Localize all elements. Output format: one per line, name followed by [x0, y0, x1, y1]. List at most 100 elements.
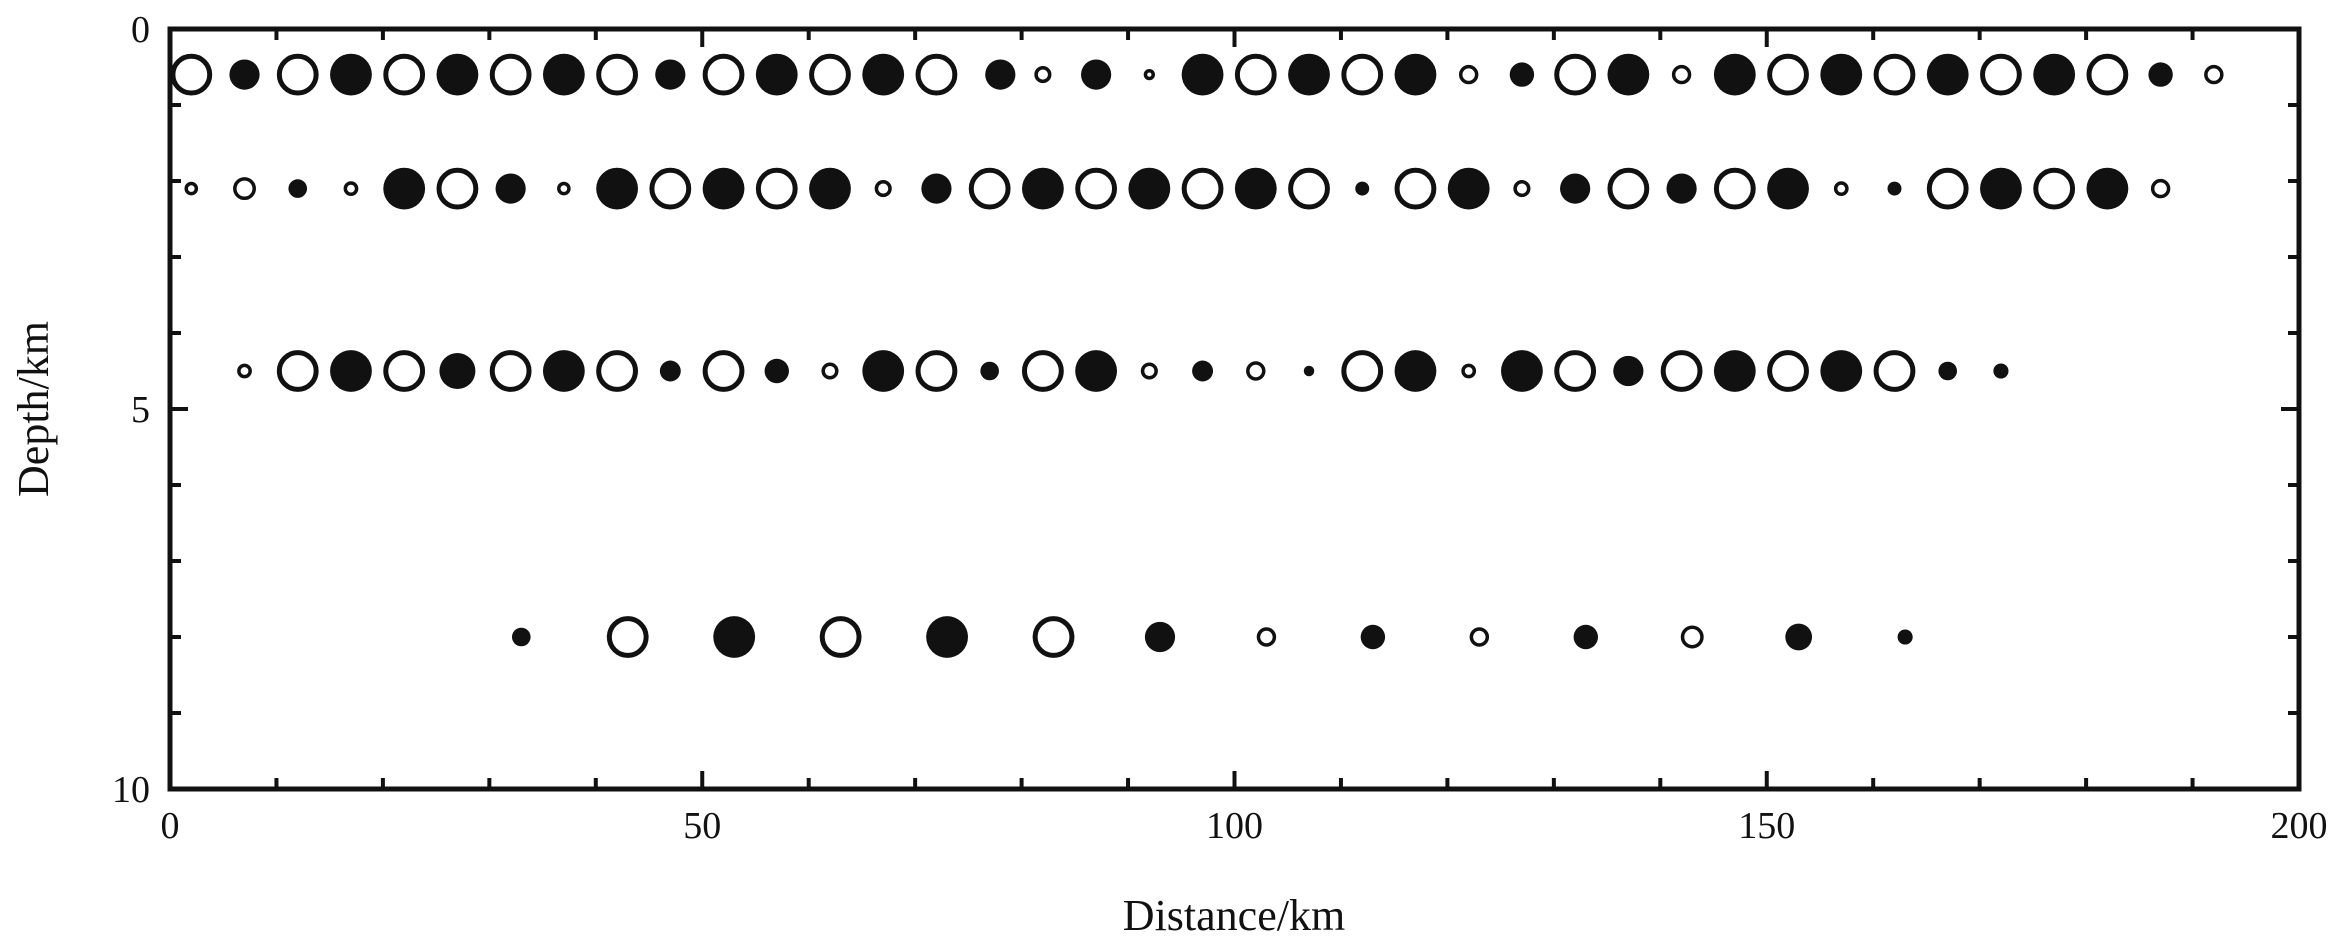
open-circle-point: [1341, 350, 1384, 392]
open-circle-point: [1660, 350, 1703, 392]
filled-circle-point: [980, 361, 999, 381]
filled-circle-point: [1394, 53, 1437, 96]
open-circle-point: [2033, 167, 2076, 210]
open-circle-point: [755, 167, 798, 210]
filled-circle-point: [985, 59, 1016, 90]
filled-circle-point: [2033, 53, 2076, 96]
open-circle-point: [1234, 53, 1277, 96]
filled-circle-point: [436, 53, 479, 96]
filled-circle-point: [1767, 167, 1809, 210]
filled-circle-point: [1573, 624, 1598, 650]
x-tick-label: 150: [1738, 805, 1795, 847]
open-circle-point: [915, 53, 958, 96]
open-circle-point: [915, 350, 958, 392]
open-circle-point: [1032, 616, 1075, 658]
open-circle-point: [557, 181, 571, 196]
filled-circle-point: [1360, 624, 1386, 650]
open-circle-point: [596, 350, 638, 392]
filled-circle-point: [2148, 62, 2173, 87]
open-circle-point: [1833, 181, 1849, 196]
filled-circle-point: [383, 167, 426, 210]
filled-circle-point: [1926, 53, 1969, 96]
open-circle-point: [1341, 53, 1384, 96]
x-tick-label: 50: [683, 805, 721, 847]
y-axis-label: Depth/km: [9, 321, 58, 497]
open-circle-point: [1288, 167, 1330, 210]
open-circle-point: [1926, 167, 1969, 210]
open-circle-point: [809, 53, 851, 96]
filled-circle-point: [439, 353, 476, 389]
filled-circle-point: [1666, 173, 1697, 204]
open-circle-point: [2204, 64, 2224, 85]
open-circle-point: [649, 167, 692, 210]
filled-circle-point: [1128, 167, 1171, 210]
open-circle-point: [1181, 167, 1224, 210]
filled-circle-point: [1144, 621, 1176, 653]
filled-circle-point: [713, 616, 756, 658]
filled-circle-point: [921, 173, 952, 204]
open-circle-point: [1140, 362, 1158, 380]
filled-circle-point: [1447, 167, 1490, 210]
open-circle-point: [819, 616, 862, 658]
open-circle-point: [1458, 64, 1479, 85]
filled-circle-point: [542, 350, 585, 392]
filled-circle-point: [1938, 361, 1958, 381]
filled-circle-point: [330, 53, 372, 96]
filled-circle-point: [862, 53, 905, 96]
y-tick-label: 5: [131, 389, 150, 431]
open-circle-point: [1680, 625, 1704, 649]
x-tick-label: 0: [161, 805, 180, 847]
open-circle-point: [343, 181, 359, 196]
filled-circle-point: [1820, 350, 1863, 392]
x-tick-labels: 0 50 100 150 200: [161, 805, 2328, 847]
open-circle-point: [1873, 350, 1916, 392]
open-circle-point: [1075, 167, 1118, 210]
x-tick-label: 100: [1206, 805, 1263, 847]
filled-circle-point: [495, 173, 526, 204]
filled-circle-point: [1234, 167, 1277, 210]
filled-circle-point: [596, 167, 638, 210]
filled-circle-point: [288, 179, 308, 198]
filled-circle-point: [542, 53, 585, 96]
open-circle-point: [1554, 350, 1597, 392]
filled-circle-point: [755, 53, 798, 96]
open-circle-point: [874, 180, 892, 198]
open-circle-point: [702, 350, 745, 392]
filled-circle-point: [1355, 181, 1370, 196]
filled-circle-point: [1081, 59, 1112, 90]
filled-circle-point: [1993, 363, 2009, 379]
plot-frame: [167, 26, 2302, 792]
open-circle-point: [383, 350, 426, 392]
open-circle-point: [821, 362, 839, 380]
open-circle-point: [1256, 627, 1277, 647]
open-circle-point: [1513, 180, 1531, 198]
filled-circle-point: [1820, 53, 1863, 96]
open-circle-point: [1143, 68, 1155, 81]
open-circle-point: [184, 181, 199, 196]
filled-circle-point: [1560, 173, 1591, 204]
open-circle-point: [1713, 167, 1756, 210]
open-circle-point: [1554, 53, 1597, 96]
open-circle-point: [237, 363, 252, 379]
open-circle-point: [1671, 64, 1692, 85]
y-tick-label: 10: [112, 769, 150, 811]
x-axis-label: Distance/km: [1123, 891, 1345, 940]
open-circle-point: [1394, 167, 1437, 210]
filled-circle-point: [1980, 167, 2022, 210]
filled-circle-point: [702, 167, 745, 210]
open-circle-point: [436, 167, 479, 210]
filled-circle-point: [1181, 53, 1224, 96]
filled-circle-point: [1713, 350, 1756, 392]
filled-circle-point: [655, 59, 686, 90]
open-circle-point: [1469, 627, 1490, 647]
filled-circle-point: [1192, 360, 1214, 382]
open-circle-point: [1767, 350, 1809, 392]
open-circle-point: [1246, 361, 1266, 381]
filled-circle-point: [926, 616, 968, 658]
open-circle-point: [276, 350, 319, 392]
open-circle-point: [276, 53, 319, 96]
open-circle-point: [170, 53, 213, 96]
filled-circle-point: [764, 358, 789, 384]
open-circle-point: [383, 53, 426, 96]
